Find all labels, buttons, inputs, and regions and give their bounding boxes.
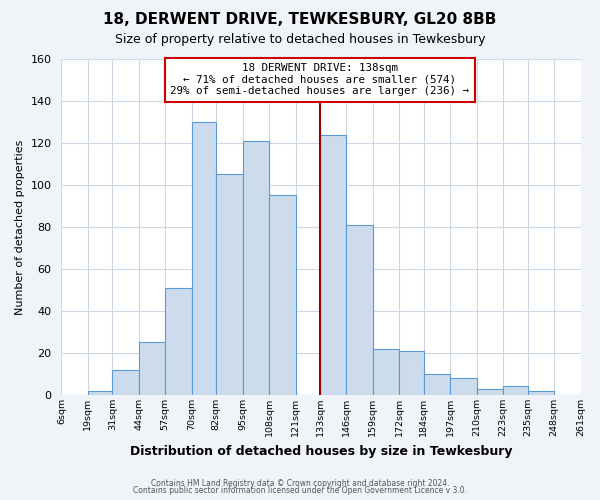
Bar xyxy=(112,370,139,395)
Bar xyxy=(139,342,165,395)
Bar xyxy=(320,134,346,395)
Text: 18, DERWENT DRIVE, TEWKESBURY, GL20 8BB: 18, DERWENT DRIVE, TEWKESBURY, GL20 8BB xyxy=(103,12,497,28)
Bar xyxy=(527,390,554,395)
Bar xyxy=(424,374,450,395)
Text: 18 DERWENT DRIVE: 138sqm
← 71% of detached houses are smaller (574)
29% of semi-: 18 DERWENT DRIVE: 138sqm ← 71% of detach… xyxy=(170,63,469,96)
Bar xyxy=(269,196,296,395)
Bar xyxy=(400,351,424,395)
Bar xyxy=(346,225,373,395)
Bar xyxy=(450,378,476,395)
Bar xyxy=(242,141,269,395)
Bar xyxy=(191,122,216,395)
Text: Contains HM Land Registry data © Crown copyright and database right 2024.: Contains HM Land Registry data © Crown c… xyxy=(151,478,449,488)
Bar xyxy=(165,288,191,395)
Text: Size of property relative to detached houses in Tewkesbury: Size of property relative to detached ho… xyxy=(115,32,485,46)
Bar xyxy=(476,388,503,395)
Text: Contains public sector information licensed under the Open Government Licence v : Contains public sector information licen… xyxy=(133,486,467,495)
Y-axis label: Number of detached properties: Number of detached properties xyxy=(15,140,25,314)
Bar xyxy=(88,390,112,395)
Bar xyxy=(503,386,527,395)
Bar xyxy=(373,348,400,395)
Bar xyxy=(216,174,242,395)
X-axis label: Distribution of detached houses by size in Tewkesbury: Distribution of detached houses by size … xyxy=(130,444,512,458)
